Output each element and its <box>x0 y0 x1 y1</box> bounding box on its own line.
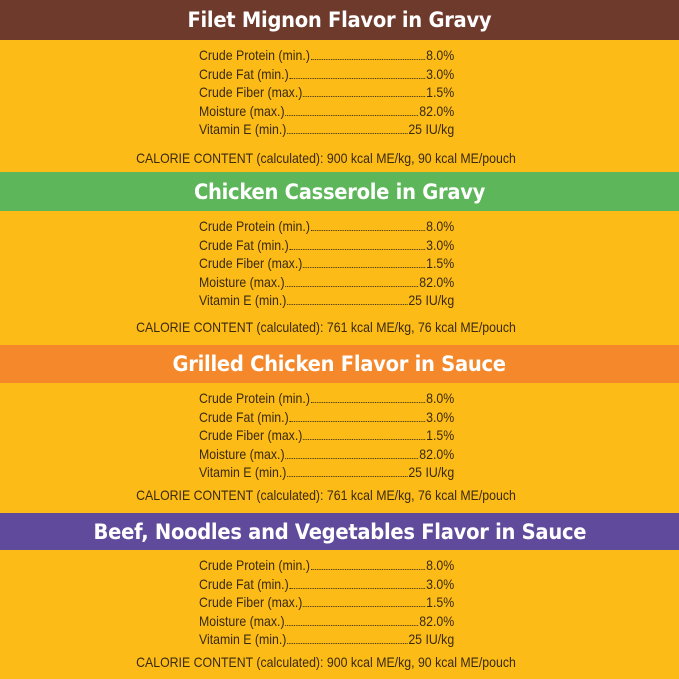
nutrient-label: Crude Protein (min.) <box>199 47 310 63</box>
analysis-row: Moisture (max.) 82.0% <box>199 612 454 631</box>
nutrient-value: 3.0% <box>426 65 455 82</box>
nutrient-value: 82.0% <box>419 102 455 119</box>
nutrient-label: Vitamin E (min.) <box>199 292 287 309</box>
nutrient-label: Vitamin E (min.) <box>199 121 287 138</box>
nutrient-label: Crude Protein (min.) <box>199 390 310 406</box>
nutrient-label: Moisture (max.) <box>199 273 285 290</box>
nutrient-value: 8.0% <box>426 557 455 573</box>
nutrient-label: Crude Protein (min.) <box>199 218 310 234</box>
analysis-row: Crude Protein (min.) 8.0% <box>199 389 454 408</box>
nutrient-value: 8.0% <box>426 218 455 234</box>
dot-leader <box>287 476 408 478</box>
analysis-row: Vitamin E (min.) 25 IU/kg <box>199 291 454 310</box>
analysis-row: Crude Fiber (max.) 1.5% <box>199 426 454 445</box>
nutrient-value: 82.0% <box>419 612 455 629</box>
analysis-row: Moisture (max.) 82.0% <box>199 445 454 464</box>
nutrient-value: 25 IU/kg <box>408 464 455 481</box>
nutrient-value: 82.0% <box>419 273 455 290</box>
nutrient-label: Moisture (max.) <box>199 102 285 119</box>
guaranteed-analysis: Crude Protein (min.) 8.0% Crude Fat (min… <box>199 217 455 310</box>
dot-leader <box>310 569 426 570</box>
analysis-row: Crude Protein (min.) 8.0% <box>199 556 454 575</box>
dot-leader <box>289 587 426 589</box>
nutrient-label: Crude Fiber (max.) <box>199 84 303 101</box>
nutrient-value: 3.0% <box>426 236 455 253</box>
dot-leader <box>285 624 419 626</box>
analysis-row: Crude Fiber (max.) 1.5% <box>199 83 454 102</box>
dot-leader <box>303 439 426 441</box>
nutrient-label: Crude Fiber (max.) <box>199 427 303 444</box>
nutrient-label: Crude Fiber (max.) <box>199 594 303 611</box>
nutrient-value: 3.0% <box>426 575 455 592</box>
dot-leader <box>285 285 419 287</box>
analysis-row: Vitamin E (min.) 25 IU/kg <box>199 463 454 482</box>
dot-leader <box>285 114 419 116</box>
guaranteed-analysis: Crude Protein (min.) 8.0% Crude Fat (min… <box>199 389 455 482</box>
analysis-row: Crude Fat (min.) 3.0% <box>199 236 454 255</box>
dot-leader <box>289 420 426 422</box>
analysis-row: Crude Fat (min.) 3.0% <box>199 408 454 427</box>
dot-leader <box>303 606 426 608</box>
nutrient-label: Moisture (max.) <box>199 612 285 629</box>
analysis-row: Crude Fat (min.) 3.0% <box>199 65 454 84</box>
analysis-row: Crude Fiber (max.) 1.5% <box>199 593 454 612</box>
section-title: Beef, Noodles and Vegetables Flavor in S… <box>93 519 586 544</box>
calorie-content: CALORIE CONTENT (calculated): 761 kcal M… <box>136 319 516 335</box>
analysis-row: Crude Fat (min.) 3.0% <box>199 575 454 594</box>
nutrient-value: 8.0% <box>426 47 455 63</box>
dot-leader <box>287 643 408 645</box>
section-title: Chicken Casserole in Gravy <box>193 179 486 204</box>
nutrient-value: 1.5% <box>426 84 455 101</box>
guaranteed-analysis: Crude Protein (min.) 8.0% Crude Fat (min… <box>199 556 455 649</box>
nutrient-value: 25 IU/kg <box>408 631 455 648</box>
nutrient-value: 1.5% <box>426 255 455 272</box>
section-title-bar: Chicken Casserole in Gravy <box>0 172 679 211</box>
analysis-row: Moisture (max.) 82.0% <box>199 273 454 292</box>
calorie-content: CALORIE CONTENT (calculated): 761 kcal M… <box>136 487 516 503</box>
nutrient-label: Vitamin E (min.) <box>199 631 287 648</box>
calorie-content: CALORIE CONTENT (calculated): 900 kcal M… <box>136 150 516 166</box>
dot-leader <box>310 402 426 403</box>
nutrient-value: 1.5% <box>426 427 455 444</box>
analysis-row: Vitamin E (min.) 25 IU/kg <box>199 120 454 139</box>
dot-leader <box>287 133 408 135</box>
nutrient-value: 8.0% <box>426 390 455 406</box>
nutrient-value: 3.0% <box>426 408 455 425</box>
dot-leader <box>303 267 426 269</box>
section-title-bar: Grilled Chicken Flavor in Sauce <box>0 345 679 383</box>
dot-leader <box>289 248 426 250</box>
nutrient-value: 82.0% <box>419 445 455 462</box>
guaranteed-analysis: Crude Protein (min.) 8.0% Crude Fat (min… <box>199 46 455 139</box>
dot-leader <box>310 230 426 231</box>
section-title: Filet Mignon Flavor in Gravy <box>187 8 492 32</box>
analysis-row: Vitamin E (min.) 25 IU/kg <box>199 630 454 649</box>
nutrient-value: 25 IU/kg <box>408 292 455 309</box>
section-title-bar: Beef, Noodles and Vegetables Flavor in S… <box>0 513 679 550</box>
nutrient-label: Crude Fat (min.) <box>199 575 289 592</box>
nutrient-label: Crude Fat (min.) <box>199 236 289 253</box>
nutrient-value: 1.5% <box>426 594 455 611</box>
calorie-content: CALORIE CONTENT (calculated): 900 kcal M… <box>136 654 516 670</box>
section-title: Grilled Chicken Flavor in Sauce <box>172 352 507 376</box>
analysis-row: Crude Protein (min.) 8.0% <box>199 46 454 65</box>
nutrient-label: Crude Fat (min.) <box>199 408 289 425</box>
dot-leader <box>289 77 426 79</box>
nutrient-value: 25 IU/kg <box>408 121 455 138</box>
dot-leader <box>287 304 408 306</box>
nutrient-label: Crude Fiber (max.) <box>199 255 303 272</box>
dot-leader <box>285 457 419 459</box>
dot-leader <box>303 96 426 98</box>
analysis-row: Crude Protein (min.) 8.0% <box>199 217 454 236</box>
nutrient-label: Crude Fat (min.) <box>199 65 289 82</box>
nutrient-label: Moisture (max.) <box>199 445 285 462</box>
nutrient-label: Crude Protein (min.) <box>199 557 310 573</box>
dot-leader <box>310 59 426 60</box>
analysis-row: Crude Fiber (max.) 1.5% <box>199 254 454 273</box>
analysis-row: Moisture (max.) 82.0% <box>199 102 454 121</box>
nutrient-label: Vitamin E (min.) <box>199 464 287 481</box>
section-title-bar: Filet Mignon Flavor in Gravy <box>0 0 679 40</box>
